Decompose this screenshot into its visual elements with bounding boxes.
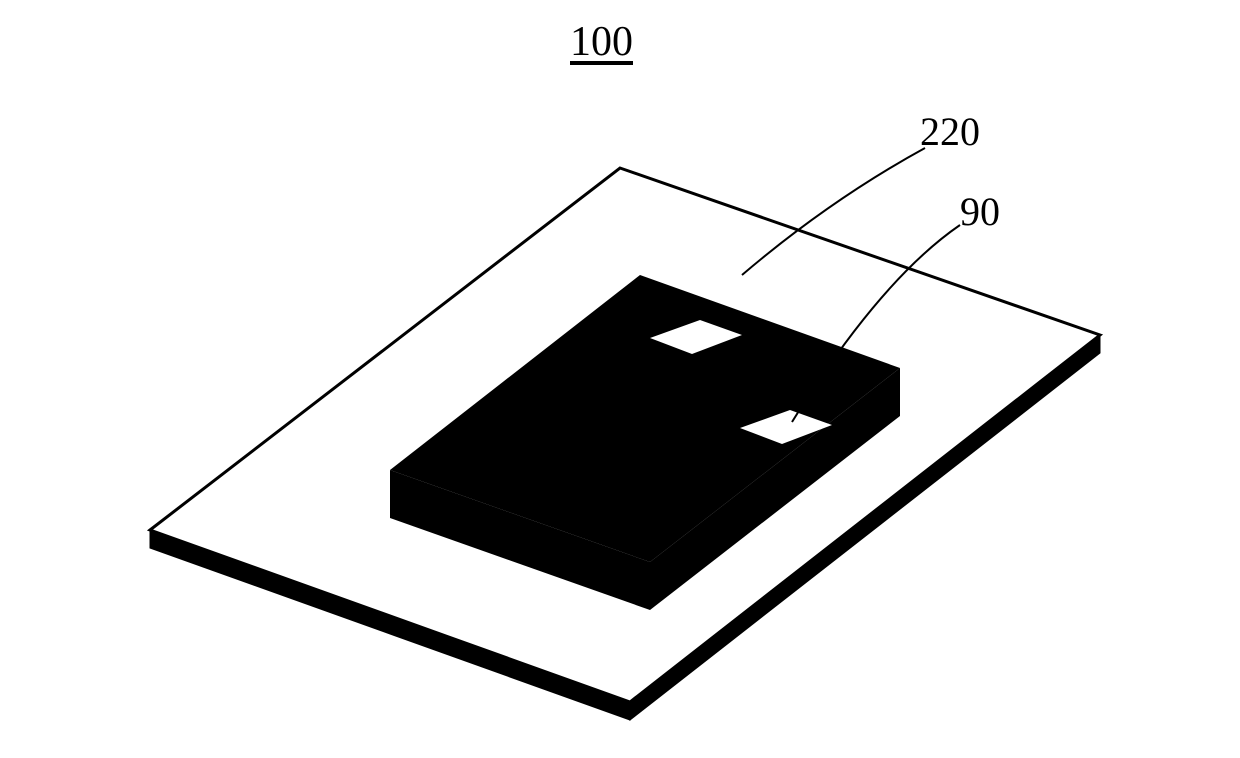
figure-title: 100 [570,18,633,66]
callout-label-90: 90 [960,188,1000,235]
diagram-svg [0,0,1240,758]
callout-label-220: 220 [920,108,980,155]
